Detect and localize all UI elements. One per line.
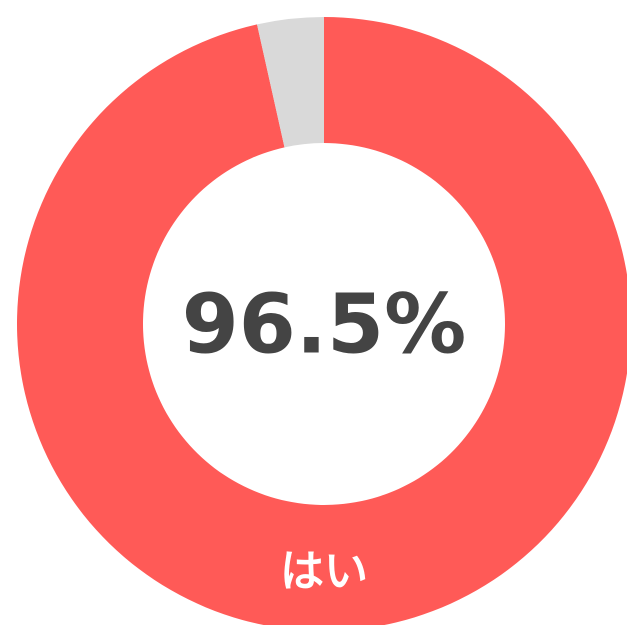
slice-label: はい — [280, 546, 368, 597]
slices — [17, 17, 627, 625]
slice — [17, 17, 627, 625]
slice — [257, 17, 324, 148]
center-label: 96.5% — [182, 277, 466, 372]
